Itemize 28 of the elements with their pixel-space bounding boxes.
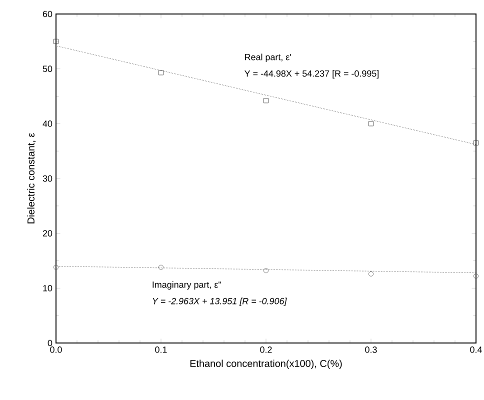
y-tick-label: 60	[42, 10, 52, 18]
y-tick-label: 10	[43, 284, 52, 292]
point	[474, 274, 478, 279]
x-tick-label: 0.0	[50, 346, 62, 353]
point	[54, 38, 58, 44]
x-tick-label: 0.3	[365, 346, 377, 353]
y-tick-label: 0	[48, 340, 52, 346]
y-tick-label: 50	[42, 66, 52, 72]
y-tick-label: 30	[42, 175, 52, 182]
annotation: Y = -44.98X + 54.237 [R = -0.995]	[244, 70, 379, 78]
annotation: Y = -2.963X + 13.951 [R = -0.906]	[152, 298, 287, 306]
point	[158, 264, 164, 270]
point	[368, 121, 374, 126]
y-tick-label: 20	[42, 230, 52, 237]
x-tick-label: 0.1	[155, 346, 167, 353]
y-tick-label: 40	[42, 120, 52, 127]
y-axis-title: Dielectric constant, ε	[27, 133, 36, 224]
point	[264, 268, 268, 274]
x-axis-title: Ethanol concentration(x100), C(%)	[190, 360, 342, 369]
point	[368, 271, 374, 276]
x-tick-label: 0.2	[260, 346, 272, 353]
point	[474, 140, 478, 146]
point	[54, 264, 58, 270]
annotation: Real part, ε'	[245, 54, 291, 62]
annotation: Imaginary part, ε"	[152, 281, 221, 290]
point	[158, 70, 164, 76]
x-tick-label: 0.4	[470, 346, 482, 353]
point	[264, 98, 268, 104]
